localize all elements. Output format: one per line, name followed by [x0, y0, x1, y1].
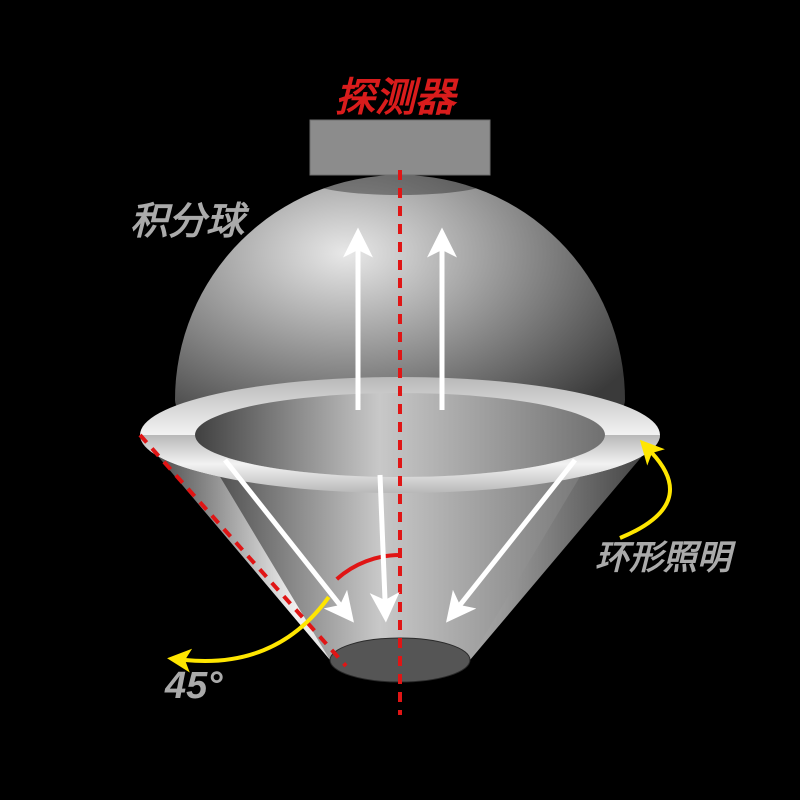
label-detector: 探测器: [335, 65, 455, 123]
label-angle-text: 45°: [165, 665, 222, 707]
label-detector-text: 探测器: [335, 76, 455, 120]
label-sphere: 积分球: [130, 190, 244, 245]
detector-box: [310, 120, 490, 175]
label-angle: 45°: [165, 665, 222, 708]
label-sphere-text: 积分球: [130, 201, 244, 243]
label-ring-light-text: 环形照明: [595, 539, 731, 577]
label-ring-light: 环形照明: [595, 530, 731, 579]
